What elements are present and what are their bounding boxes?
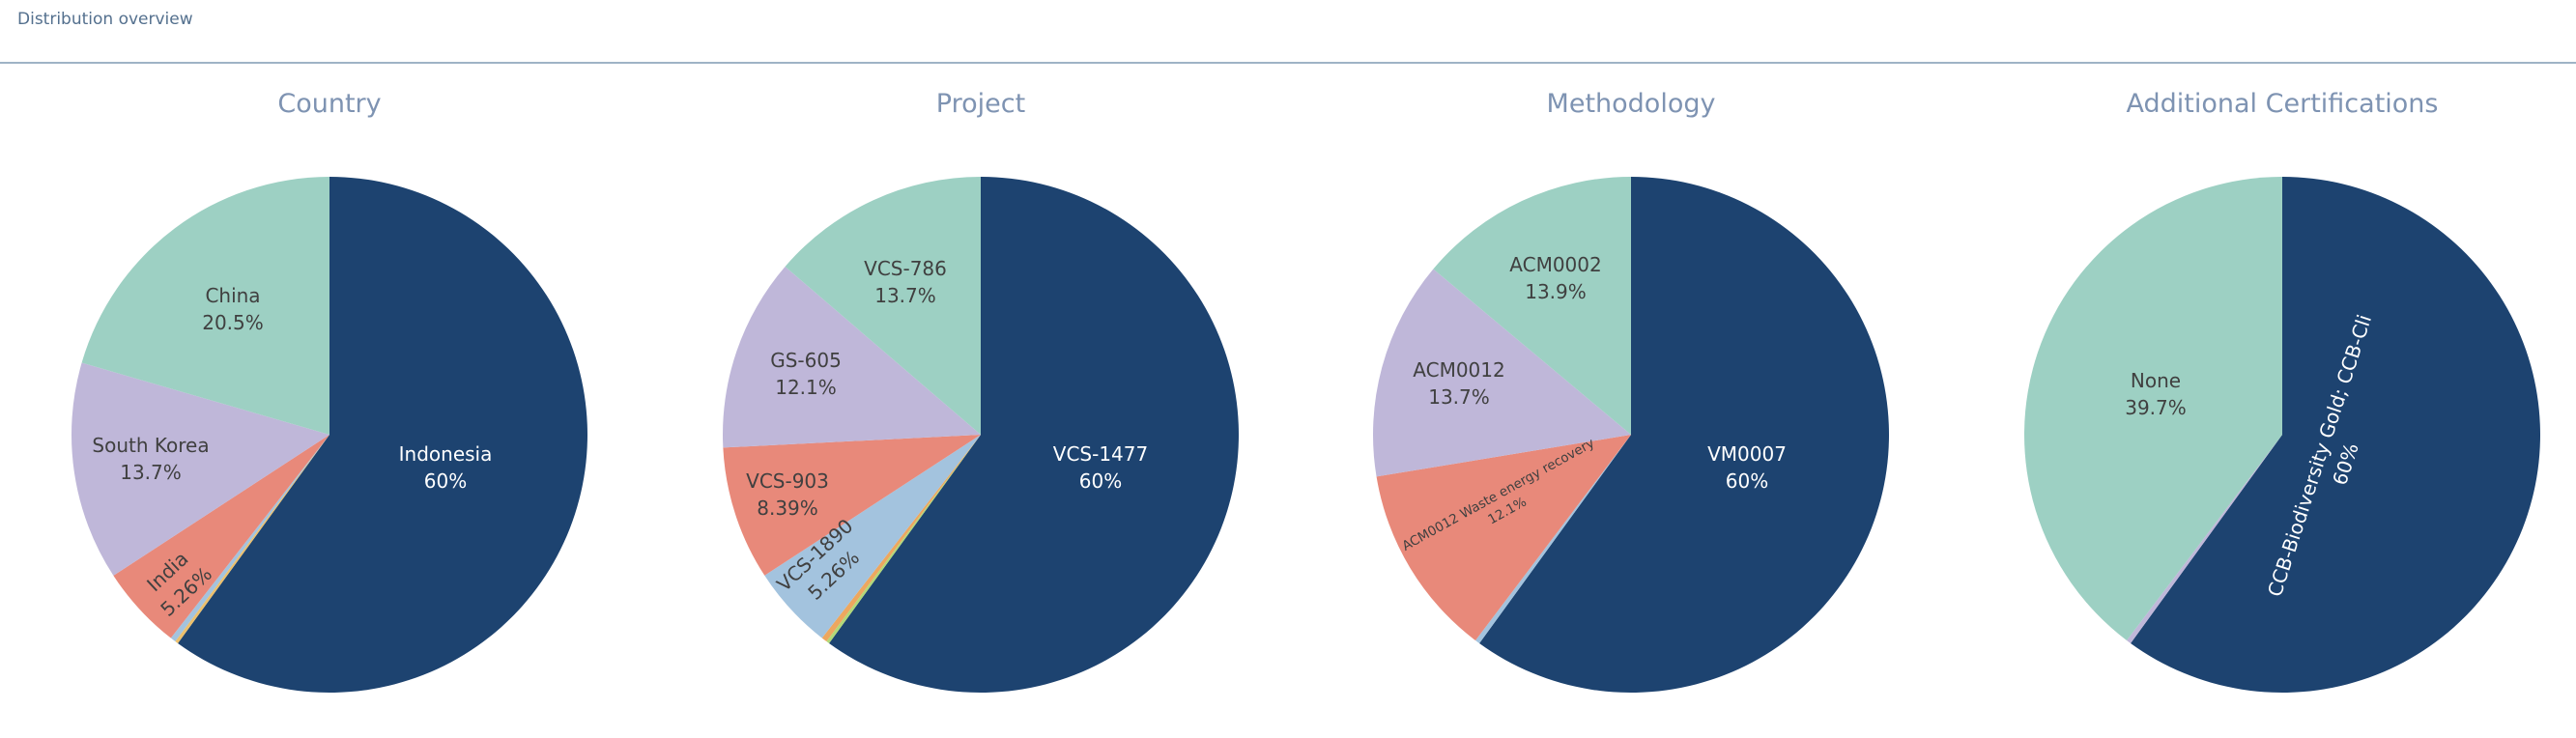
- chart-additional-certifications: Additional Certifications CCB-Biodiversi…: [1963, 85, 2576, 705]
- pie-chart-project: VCS-1477 60%VCS-18905.26%VCS-903 8.39%GS-6…: [723, 177, 1239, 693]
- pie-slice-unlabeled[interactable]: [175, 435, 329, 644]
- pie-slice-label: GS-605 12.1%: [770, 349, 842, 399]
- pie-slice-unlabeled[interactable]: [170, 435, 329, 642]
- pie-slice-ccb-biodiversity-gold-ccb-cli[interactable]: [2131, 177, 2540, 693]
- pie-slice-label: None 39.7%: [2125, 369, 2187, 419]
- chart-title-project: Project: [935, 89, 1026, 119]
- pie-slice-unlabeled[interactable]: [821, 435, 981, 642]
- pie-slice-indonesia[interactable]: [178, 177, 587, 693]
- chart-title-country: Country: [277, 89, 382, 119]
- pie-slice-india[interactable]: [113, 435, 329, 639]
- pie-slice-vcs-1890[interactable]: [764, 435, 981, 639]
- pie-slice-label: ACM0012 13.7%: [1413, 358, 1504, 409]
- chart-country: Country Indonesia 60% India5.26% South Kore…: [11, 85, 648, 705]
- pie-slice-none[interactable]: [2024, 177, 2282, 641]
- pie-slice-vcs-786[interactable]: [785, 177, 981, 435]
- pie-slice-south-korea[interactable]: [71, 362, 329, 576]
- pie-slice-label: China 20.5%: [202, 284, 264, 334]
- pie-slice-label: VCS-1477 60%: [1053, 442, 1148, 493]
- pie-slice-vcs-903[interactable]: [723, 435, 981, 576]
- pie-slice-unlabeled[interactable]: [826, 435, 981, 644]
- pie-slice-china[interactable]: [81, 177, 329, 435]
- pie-slice-acm0012-waste-energy-recovery[interactable]: [1376, 435, 1631, 641]
- pie-slice-unlabeled[interactable]: [1475, 435, 1631, 644]
- page-title: Distribution overview: [17, 10, 193, 29]
- pie-slice-vm0007[interactable]: [1479, 177, 1889, 693]
- pie-slice-acm0012[interactable]: [1372, 269, 1631, 477]
- pie-slice-gs-605[interactable]: [723, 266, 981, 448]
- pie-slice-label: Indonesia 60%: [399, 442, 493, 493]
- chart-methodology: Methodology VM0007 60% ACM0012 Waste energ…: [1312, 85, 1950, 705]
- pie-chart-country: Indonesia 60%India5.26%South Korea 13.7%Ch…: [71, 177, 587, 693]
- pie-slice-vcs-1477[interactable]: [829, 177, 1239, 693]
- pie-slice-label: South Korea 13.7%: [92, 434, 209, 484]
- pie-chart-additional-certifications: CCB-Biodiversity Gold; CCB-Cli60%None 39.…: [2024, 177, 2540, 693]
- pie-slice-acm0002[interactable]: [1433, 177, 1631, 435]
- pie-slice-label: VCS-903 8.39%: [746, 469, 829, 520]
- chart-title-methodology: Methodology: [1546, 89, 1716, 119]
- pie-chart-methodology: VM0007 60%ACM0012 Waste energy recovery12…: [1372, 177, 1889, 693]
- chart-project: Project VCS-1477 60% VCS-18905.26% VCS-903 8…: [662, 85, 1300, 705]
- pie-slice-label: VCS-786 13.7%: [864, 257, 947, 307]
- header-divider: [0, 62, 2576, 64]
- chart-title-additional-certifications: Additional Certifications: [2126, 89, 2439, 119]
- pie-slice-label: VM0007 60%: [1707, 442, 1787, 493]
- pie-slice-unlabeled[interactable]: [2127, 435, 2282, 644]
- pie-slice-label: ACM0002 13.9%: [1509, 253, 1601, 303]
